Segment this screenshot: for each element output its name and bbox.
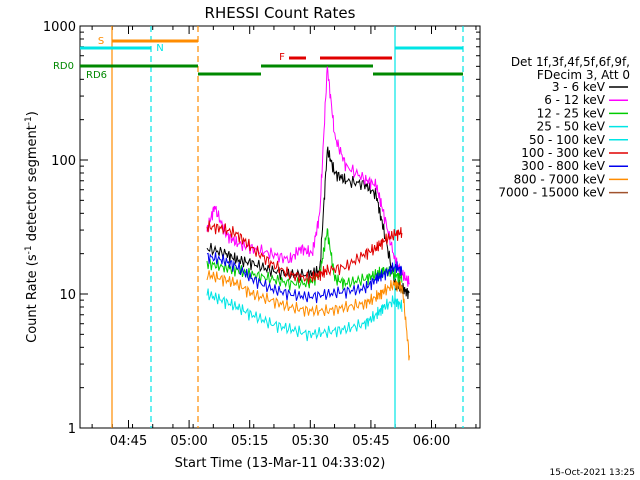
- series-line-5: [206, 252, 403, 304]
- legend-label: 12 - 25 keV: [537, 106, 606, 120]
- y-tick-label: 1000: [43, 20, 76, 35]
- series-line-2: [206, 228, 403, 291]
- flag-label-s: S: [98, 36, 104, 47]
- legend-header-2: FDecim 3, Att 0: [537, 68, 630, 82]
- instrument-flag-overlays: S N F RD0 RD6: [53, 26, 464, 428]
- x-tick-label: 05:45: [352, 434, 389, 449]
- legend-label: 3 - 6 keV: [552, 80, 606, 94]
- flag-label-rd0: RD0: [53, 61, 74, 72]
- flag-label-n: N: [156, 43, 163, 54]
- legend-label: 50 - 100 keV: [529, 133, 606, 147]
- x-axis: 04:45 05:00 05:15 05:30 05:45 06:00: [91, 26, 477, 449]
- footer-timestamp: 15-Oct-2021 13:25: [550, 468, 635, 478]
- y-tick-label: 10: [59, 288, 76, 303]
- legend-label: 100 - 300 keV: [521, 146, 605, 160]
- series-line-3: [206, 288, 403, 342]
- x-tick-label: 05:00: [170, 434, 207, 449]
- y-tick-label: 1: [68, 422, 76, 437]
- legend-label: 300 - 800 keV: [521, 159, 605, 173]
- y-axis-label: Count Rate (s-1 detector segment-1): [24, 111, 40, 343]
- series-group: [206, 66, 410, 361]
- x-tick-label: 04:45: [110, 434, 147, 449]
- x-axis-label: Start Time (13-Mar-11 04:33:02): [175, 456, 386, 471]
- legend-label: 7000 - 15000 keV: [498, 186, 605, 200]
- series-line-1: [206, 66, 410, 287]
- x-tick-label: 06:00: [413, 434, 450, 449]
- chart-title: RHESSI Count Rates: [205, 4, 356, 22]
- legend: Det 1f,3f,4f,5f,6f,9f, FDecim 3, Att 0 3…: [498, 55, 630, 200]
- flag-label-f: F: [279, 52, 285, 63]
- legend-header-1: Det 1f,3f,4f,5f,6f,9f,: [511, 55, 630, 69]
- plot-frame: [79, 25, 481, 429]
- legend-label: 25 - 50 keV: [537, 120, 606, 134]
- x-tick-label: 05:15: [231, 434, 268, 449]
- y-tick-label: 100: [51, 154, 76, 169]
- flag-label-rd6: RD6: [86, 70, 107, 81]
- x-tick-label: 05:30: [292, 434, 329, 449]
- series-line-6: [206, 270, 410, 361]
- series-line-4: [206, 220, 403, 285]
- y-axis: 1 10 100 1000: [43, 20, 480, 437]
- legend-label: 6 - 12 keV: [544, 93, 606, 107]
- legend-label: 800 - 7000 keV: [514, 172, 606, 186]
